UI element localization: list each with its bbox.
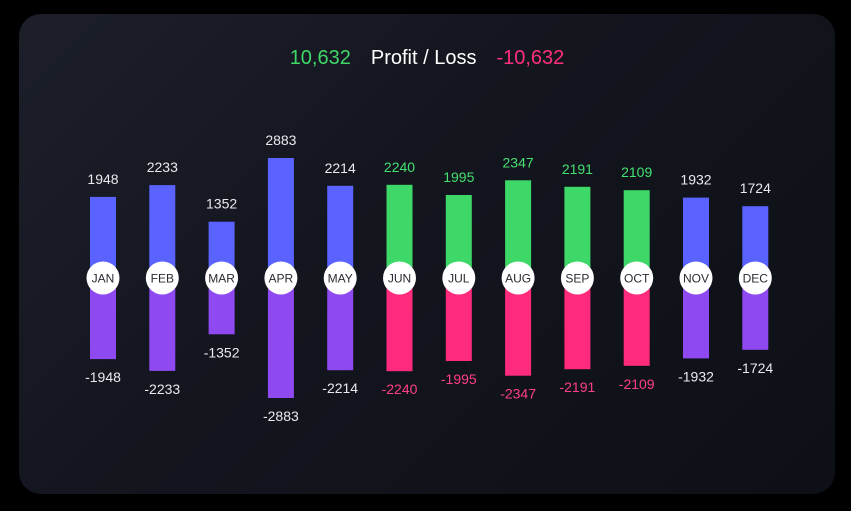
value-label-positive-jan: 1948 <box>87 171 118 187</box>
month-marker-apr <box>264 261 298 295</box>
value-label-positive-aug: 2347 <box>503 154 534 170</box>
month-label-jan: JAN <box>92 272 115 286</box>
month-marker-jul <box>442 261 476 295</box>
value-label-positive-may: 2214 <box>325 160 356 176</box>
bar-negative-apr <box>267 278 294 398</box>
value-label-negative-sep: -2191 <box>559 379 595 395</box>
month-label-dec: DEC <box>743 272 769 286</box>
bar-positive-apr <box>267 158 294 278</box>
profit-total: 10,632 <box>289 46 351 69</box>
profit-loss-chart: 1948 -1948 JAN 2233 -2233 FEB 1352 -1352 MAR 2883… <box>85 132 773 424</box>
month-label-oct: OCT <box>624 272 650 286</box>
value-label-positive-jun: 2240 <box>384 159 415 175</box>
value-label-negative-apr: -2883 <box>263 408 299 424</box>
value-label-positive-dec: 1724 <box>740 180 771 196</box>
month-label-jun: JUN <box>388 272 411 286</box>
month-marker-jun <box>383 261 416 295</box>
month-marker-oct <box>620 261 654 295</box>
value-label-positive-jul: 1995 <box>443 169 474 185</box>
value-label-negative-oct: -2109 <box>619 376 655 392</box>
value-label-positive-feb: 2233 <box>147 159 178 175</box>
value-label-negative-may: -2214 <box>322 380 358 396</box>
month-marker-may <box>323 261 357 295</box>
value-label-positive-nov: 1932 <box>680 172 711 188</box>
month-marker-sep <box>560 261 594 295</box>
month-label-nov: NOV <box>683 272 709 286</box>
value-label-negative-nov: -1932 <box>678 368 714 384</box>
month-marker-dec <box>738 261 772 295</box>
value-label-positive-mar: 1352 <box>206 196 237 212</box>
value-label-negative-jun: -2240 <box>382 381 418 397</box>
month-marker-feb <box>145 261 179 295</box>
value-label-negative-jul: -1995 <box>441 371 477 387</box>
month-marker-jan <box>86 261 120 295</box>
month-label-aug: AUG <box>505 272 531 286</box>
value-label-positive-sep: 2191 <box>562 161 593 177</box>
value-label-positive-oct: 2109 <box>621 164 652 180</box>
month-label-sep: SEP <box>565 272 589 286</box>
month-marker-nov <box>679 261 713 295</box>
month-label-apr: APR <box>269 272 294 286</box>
value-label-negative-jan: -1948 <box>85 369 121 385</box>
month-label-mar: MAR <box>208 272 235 286</box>
value-label-negative-dec: -1724 <box>737 360 773 376</box>
loss-total: -10,632 <box>496 46 565 69</box>
month-label-may: MAY <box>328 272 353 286</box>
month-label-feb: FEB <box>151 272 174 286</box>
chart-card: 10,632 Profit / Loss -10,632 1948 -1948 JA… <box>19 14 835 494</box>
value-label-negative-mar: -1352 <box>204 344 240 360</box>
value-label-negative-aug: -2347 <box>500 386 536 402</box>
value-label-positive-apr: 2883 <box>265 132 296 148</box>
value-label-negative-feb: -2233 <box>144 381 180 397</box>
chart-title: Profit / Loss <box>370 46 477 69</box>
month-marker-aug <box>501 261 535 295</box>
month-label-jul: JUL <box>448 272 470 286</box>
chart-header: 10,632 Profit / Loss -10,632 <box>19 44 835 72</box>
month-marker-mar <box>205 261 239 295</box>
